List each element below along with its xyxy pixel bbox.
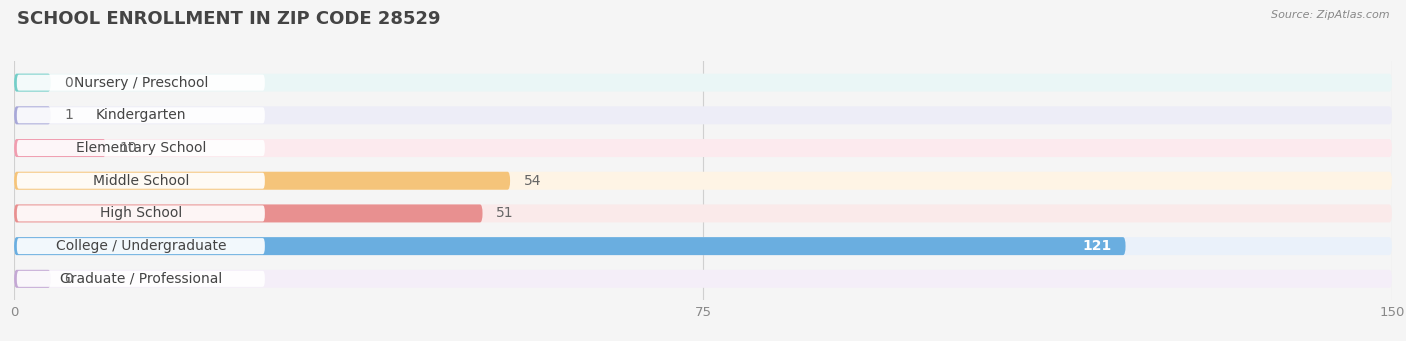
Text: 51: 51 (496, 206, 515, 220)
Text: 10: 10 (120, 141, 138, 155)
FancyBboxPatch shape (14, 74, 51, 92)
Text: Nursery / Preschool: Nursery / Preschool (73, 76, 208, 90)
FancyBboxPatch shape (17, 205, 264, 221)
FancyBboxPatch shape (14, 270, 1392, 288)
FancyBboxPatch shape (17, 107, 264, 123)
Text: College / Undergraduate: College / Undergraduate (56, 239, 226, 253)
FancyBboxPatch shape (14, 139, 105, 157)
FancyBboxPatch shape (14, 205, 1392, 222)
Text: Graduate / Professional: Graduate / Professional (59, 272, 222, 286)
FancyBboxPatch shape (17, 75, 264, 91)
FancyBboxPatch shape (14, 139, 1392, 157)
Text: SCHOOL ENROLLMENT IN ZIP CODE 28529: SCHOOL ENROLLMENT IN ZIP CODE 28529 (17, 10, 440, 28)
FancyBboxPatch shape (14, 237, 1126, 255)
Text: Middle School: Middle School (93, 174, 188, 188)
FancyBboxPatch shape (14, 106, 51, 124)
Text: High School: High School (100, 206, 181, 220)
Text: Elementary School: Elementary School (76, 141, 207, 155)
FancyBboxPatch shape (14, 74, 1392, 92)
Text: 54: 54 (524, 174, 541, 188)
FancyBboxPatch shape (14, 106, 1392, 124)
FancyBboxPatch shape (17, 140, 264, 156)
FancyBboxPatch shape (14, 205, 482, 222)
FancyBboxPatch shape (17, 271, 264, 287)
Text: 0: 0 (65, 76, 73, 90)
FancyBboxPatch shape (14, 237, 1392, 255)
Text: 0: 0 (65, 272, 73, 286)
Text: Kindergarten: Kindergarten (96, 108, 186, 122)
FancyBboxPatch shape (17, 173, 264, 189)
Text: 1: 1 (65, 108, 73, 122)
FancyBboxPatch shape (14, 172, 1392, 190)
Text: Source: ZipAtlas.com: Source: ZipAtlas.com (1271, 10, 1389, 20)
Text: 121: 121 (1083, 239, 1112, 253)
FancyBboxPatch shape (14, 172, 510, 190)
FancyBboxPatch shape (14, 270, 51, 288)
FancyBboxPatch shape (17, 238, 264, 254)
